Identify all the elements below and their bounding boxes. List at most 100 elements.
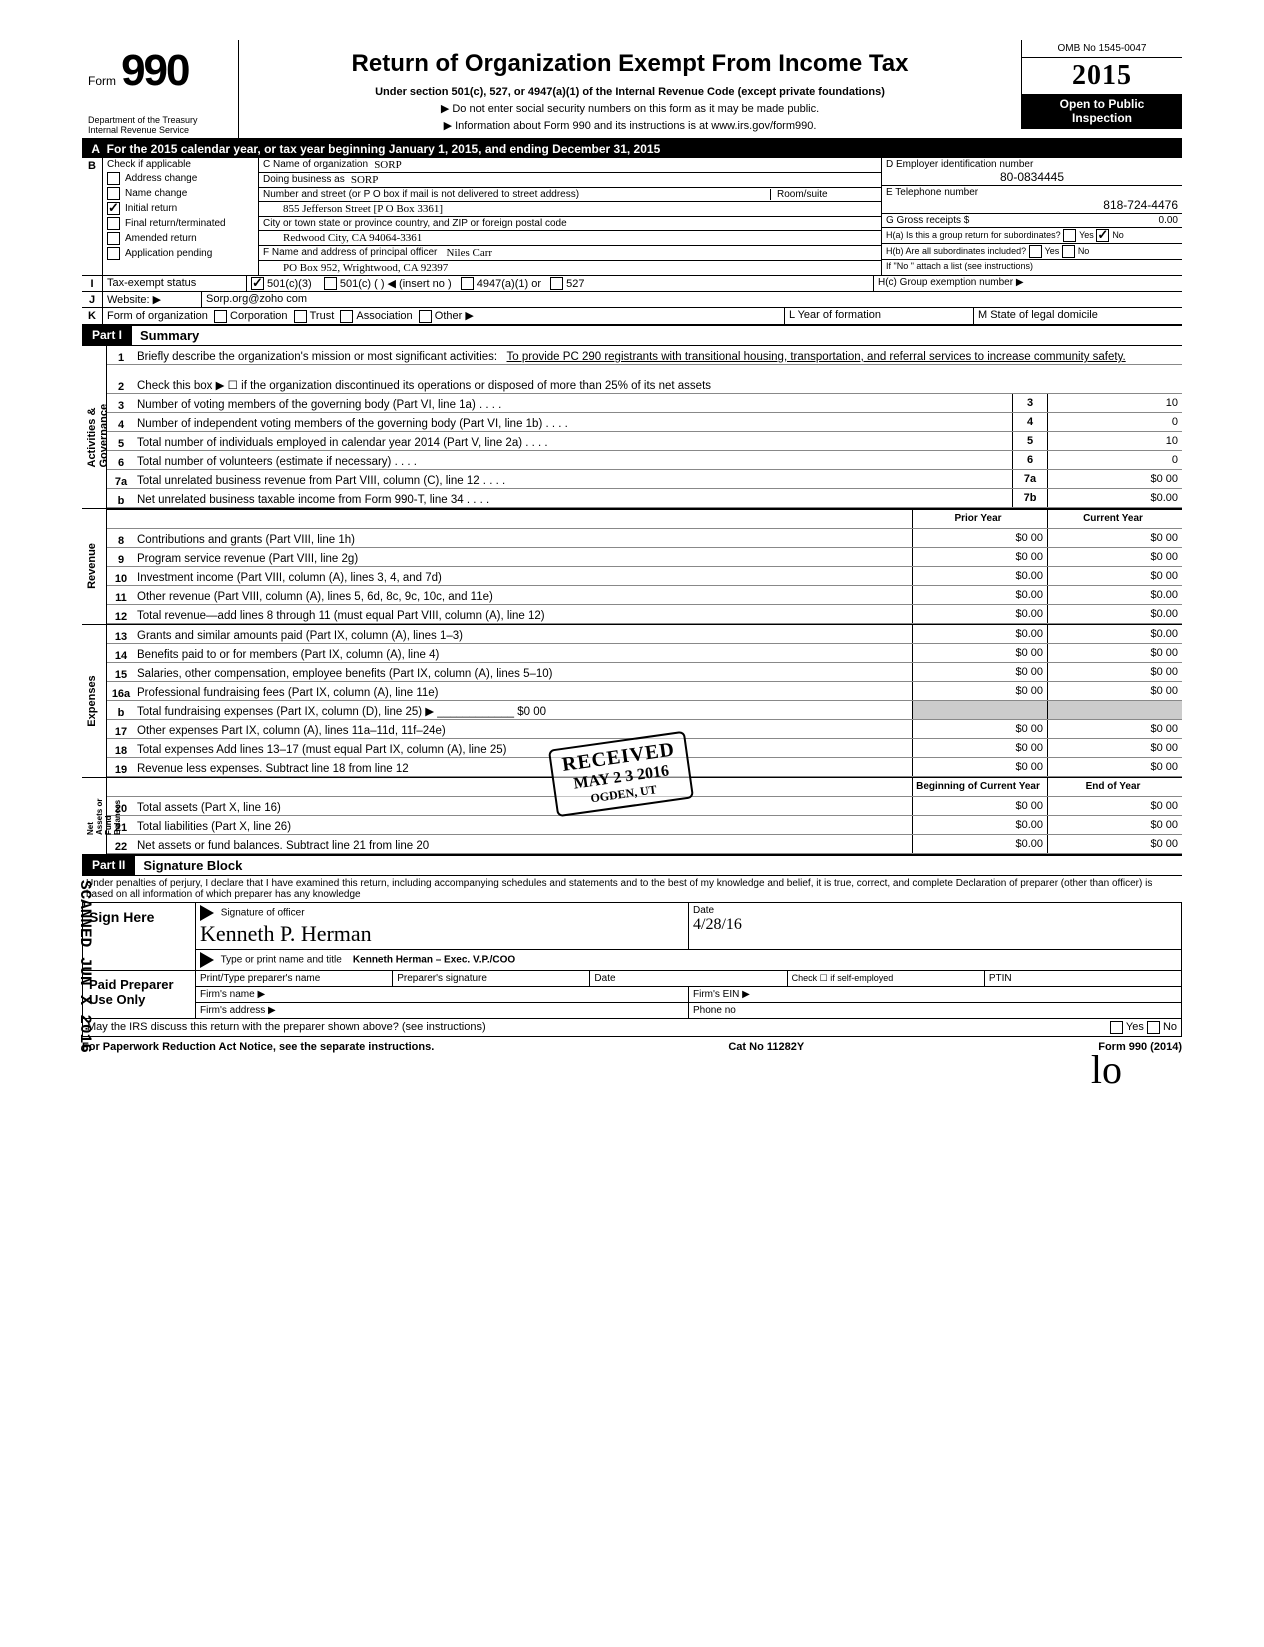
mission-text: To provide PC 290 registrants with trans… [507, 351, 1126, 363]
ein-lbl: D Employer identification number [886, 159, 1178, 170]
officer-name-cell: Type or print name and title Kenneth Her… [196, 950, 1181, 970]
gov-line-b: bNet unrelated business taxable income f… [107, 489, 1182, 508]
hb-yes[interactable] [1029, 245, 1042, 258]
row-hb-note: If "No " attach a list (see instructions… [882, 260, 1182, 272]
vside-rev: Revenue [82, 509, 107, 624]
discuss-no[interactable] [1147, 1021, 1160, 1034]
city-val: Redwood City, CA 94064-3361 [263, 232, 422, 244]
letter-i: I [82, 276, 103, 292]
rev-col-hdr: Prior Year Current Year [107, 509, 1182, 529]
chk-address-change[interactable]: Address change [103, 171, 258, 186]
col-boy: Beginning of Current Year [912, 778, 1047, 796]
penalty-text: Under penalties of perjury, I declare th… [82, 876, 1182, 902]
chk-trust[interactable] [294, 310, 307, 323]
form-header: Form 990 Department of the TreasuryInter… [82, 40, 1182, 140]
row-e: E Telephone number 818-724-4476 [882, 186, 1182, 214]
part-ii-tag: Part II [82, 856, 135, 876]
exp-line-14: 14Benefits paid to or for members (Part … [107, 644, 1182, 663]
chk-4947[interactable] [461, 277, 474, 290]
sig-date: 4/28/16 [693, 916, 742, 933]
sig-date-cell: Date 4/28/16 [689, 903, 1181, 949]
main-title: Return of Organization Exempt From Incom… [247, 50, 1013, 78]
room-lbl: Room/suite [770, 189, 877, 200]
chk-name-change[interactable]: Name change [103, 186, 258, 201]
org-info: C Name of organization SORP Doing busine… [259, 158, 881, 275]
gov-line-4: 4Number of independent voting members of… [107, 413, 1182, 432]
chk-final-return[interactable]: Final return/terminated [103, 216, 258, 231]
line-2: 2 Check this box ▶ ☐ if the organization… [107, 375, 1182, 394]
rev-body: Prior Year Current Year 8Contributions a… [107, 509, 1182, 624]
rev-line-12: 12Total revenue—add lines 8 through 11 (… [107, 605, 1182, 624]
gov-line-3: 3Number of voting members of the governi… [107, 394, 1182, 413]
footer-left: For Paperwork Reduction Act Notice, see … [82, 1041, 434, 1053]
row-j: J Website: ▶ Sorp.org@zoho com [82, 292, 1182, 308]
chk-amended[interactable]: Amended return [103, 231, 258, 246]
form-of-org: Form of organization Corporation Trust A… [103, 308, 785, 324]
prep-name: Print/Type preparer's name [196, 971, 393, 986]
chk-initial-return[interactable]: Initial return [103, 201, 258, 216]
row-street-val: 855 Jefferson Street [P O Box 3361] [259, 202, 881, 217]
ein-val: 80-0834445 [886, 170, 1178, 184]
letter-k: K [82, 308, 103, 324]
hb-no[interactable] [1062, 245, 1075, 258]
firm-name: Firm's name ▶ [196, 987, 689, 1002]
dba-val: SORP [351, 174, 379, 186]
col-prior-year: Prior Year [912, 510, 1047, 528]
row-g: G Gross receipts $ 0.00 [882, 214, 1182, 228]
website-lbl: Website: ▶ [103, 292, 202, 307]
col-eoy: End of Year [1047, 778, 1182, 796]
prep-date: Date [590, 971, 787, 986]
form-990-page: Form 990 Department of the TreasuryInter… [82, 40, 1182, 1053]
vside-exp: Expenses [82, 625, 107, 777]
chk-assoc[interactable] [340, 310, 353, 323]
na-line-22: 22Net assets or fund balances. Subtract … [107, 835, 1182, 854]
chk-app-pending[interactable]: Application pending [103, 246, 258, 261]
officer-sig-cell: Signature of officer Kenneth P. Herman [196, 903, 689, 949]
footer-mid: Cat No 11282Y [728, 1041, 804, 1053]
chk-527[interactable] [550, 277, 563, 290]
open-line1: Open to Public [1060, 97, 1145, 111]
name-arrow-icon [200, 952, 214, 968]
check-hdr: Check if applicable [103, 158, 258, 171]
chk-501c3[interactable] [251, 277, 264, 290]
line-a-text: For the 2015 calendar year, or tax year … [107, 142, 661, 156]
row-dba: Doing business as SORP [259, 173, 881, 188]
line-a-bar: A For the 2015 calendar year, or tax yea… [82, 140, 1182, 158]
line-2-desc: Check this box ▶ ☐ if the organization d… [135, 377, 1182, 393]
exp-line-13: 13Grants and similar amounts paid (Part … [107, 625, 1182, 644]
officer-name: Niles Carr [447, 247, 493, 259]
part-i-tag: Part I [82, 326, 132, 346]
form-label: Form [88, 74, 116, 88]
discuss-yes[interactable] [1110, 1021, 1123, 1034]
part-i-title: Summary [132, 326, 1182, 346]
sign-here: Sign Here [83, 903, 196, 970]
vside-gov: Activities & Governance [82, 346, 107, 508]
ha-no[interactable] [1096, 229, 1109, 242]
officer-printed-name: Kenneth Herman – Exec. V.P./COO [353, 955, 515, 966]
gov-line-6: 6Total number of volunteers (estimate if… [107, 451, 1182, 470]
chk-other[interactable] [419, 310, 432, 323]
may-discuss: May the IRS discuss this return with the… [87, 1021, 486, 1034]
street-val: 855 Jefferson Street [P O Box 3361] [263, 203, 443, 215]
vside-na: Net Assets or Fund Balances [82, 778, 107, 854]
row-i: I Tax-exempt status 501(c)(3) 501(c) ( )… [82, 276, 1182, 293]
part-ii-header: Part II Signature Block [82, 856, 1182, 876]
ha-yes[interactable] [1063, 229, 1076, 242]
tax-exempt-opts: 501(c)(3) 501(c) ( ) ◀ (insert no ) 4947… [247, 276, 874, 292]
section-governance: Activities & Governance 1 Briefly descri… [82, 346, 1182, 509]
dept-treasury: Department of the TreasuryInternal Reven… [88, 116, 228, 136]
right-info: D Employer identification number 80-0834… [881, 158, 1182, 275]
exp-line-16a: 16aProfessional fundraising fees (Part I… [107, 682, 1182, 701]
omb-no: OMB No 1545-0047 [1022, 40, 1182, 58]
row-hb: H(b) Are all subordinates included? Yes … [882, 244, 1182, 260]
chk-501c[interactable] [324, 277, 337, 290]
scanned-stamp: SCANNED JUN X 2016 [76, 880, 94, 1053]
may-discuss-row: May the IRS discuss this return with the… [83, 1019, 1181, 1036]
row-f-addr: PO Box 952, Wrightwood, CA 92397 [259, 261, 881, 275]
gross-val: 0.00 [1159, 215, 1178, 226]
subline-ssn: ▶ Do not enter social security numbers o… [247, 102, 1013, 115]
chk-corp[interactable] [214, 310, 227, 323]
subtitle: Under section 501(c), 527, or 4947(a)(1)… [247, 86, 1013, 98]
line-1: 1 Briefly describe the organization's mi… [107, 346, 1182, 365]
exp-line-b: bTotal fundraising expenses (Part IX, co… [107, 701, 1182, 720]
